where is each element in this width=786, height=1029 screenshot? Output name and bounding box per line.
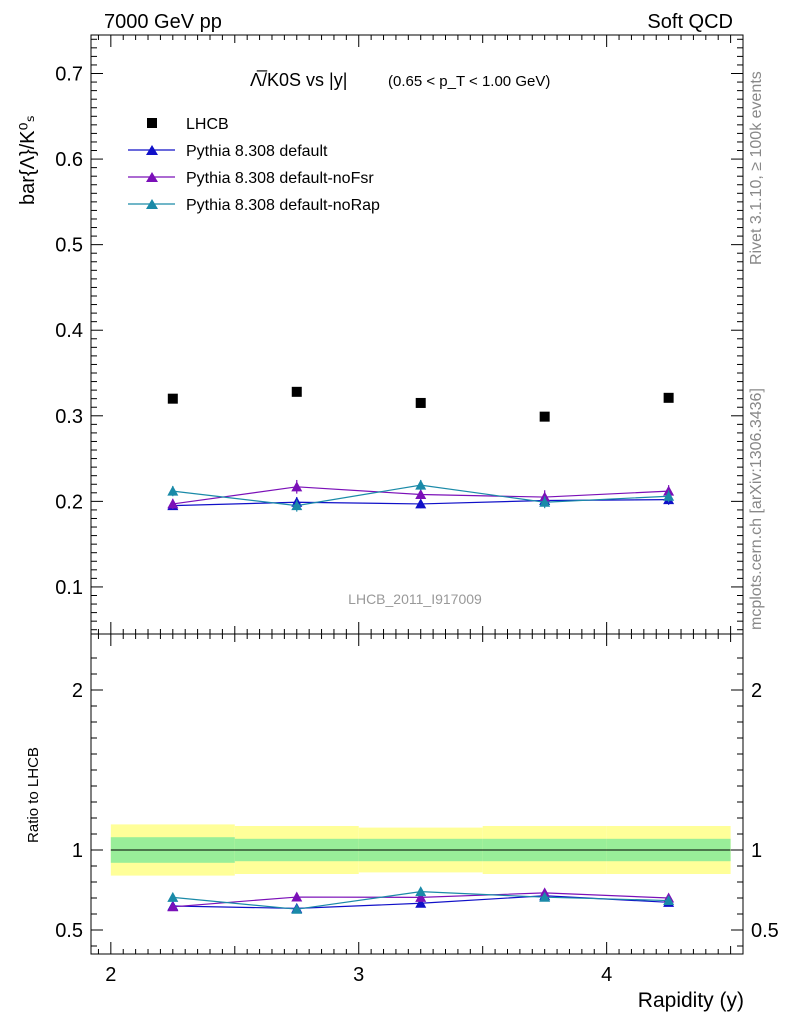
legend-label-nofsr: Pythia 8.308 default-noFsr (186, 170, 374, 187)
ratio-plot-frame (90, 633, 744, 955)
rivet-version-label: Rivet 3.1.10, ≥ 100k events (748, 71, 765, 265)
x-axis-label: Rapidity (y) (638, 989, 744, 1012)
legend-entry-lhcb: LHCB (147, 116, 229, 133)
main-series-pythia-8-308-default-norap (167, 479, 675, 512)
main-data-point (539, 411, 550, 422)
mcplots-label: mcplots.cern.ch [arXiv:1306.3436] (748, 388, 765, 630)
ratio-series-pythia-8-308-default-norap (167, 886, 675, 914)
ratio-x-tick-label: 4 (601, 964, 612, 986)
analysis-label: LHCB_2011_I917009 (348, 591, 482, 607)
main-data-point (539, 496, 551, 507)
header-right: Soft QCD (647, 11, 733, 33)
main-data-point (291, 500, 303, 511)
main-y-tick-label: 0.7 (55, 64, 83, 86)
legend-marker-norap (146, 199, 158, 209)
ratio-x-tick-label: 2 (105, 964, 116, 986)
main-data-point (415, 489, 427, 500)
ratio-data-point (539, 891, 551, 902)
ratio-y-tick-label: 1 (72, 840, 83, 862)
ratio-data-point (291, 891, 303, 902)
ratio-y-tick-label-right: 2 (751, 680, 762, 702)
main-title-text: Λ̅/K0S vs |y| (250, 70, 347, 90)
header-left: 7000 GeV pp (104, 11, 222, 33)
main-data-point (167, 498, 179, 509)
main-data-point (291, 481, 303, 492)
main-title: Λ̅/K0S vs |y| (0.65 < p_T < 1.00 GeV) (250, 70, 550, 90)
legend-entry-default: Pythia 8.308 default (128, 143, 328, 160)
ratio-data-point (663, 895, 675, 906)
main-y-axis-label: bar{Λ}/K⁰ₛ (17, 115, 39, 205)
ratio-y-axis-label: Ratio to LHCB (25, 747, 42, 843)
ratio-data-point (415, 891, 427, 902)
main-data-point (663, 392, 674, 403)
main-y-tick-label: 0.4 (55, 320, 83, 342)
ratio-y-tick-label-right: 0.5 (751, 920, 779, 942)
legend-entry-nofsr: Pythia 8.308 default-noFsr (128, 170, 374, 187)
legend-label-lhcb: LHCB (186, 116, 229, 133)
plot-marks (91, 35, 744, 954)
main-y-tick-label: 0.6 (55, 149, 83, 171)
legend-label-norap: Pythia 8.308 default-noRap (186, 197, 380, 214)
main-data-point (663, 490, 675, 501)
main-data-point (291, 386, 302, 397)
legend-marker-lhcb (147, 118, 157, 128)
legend-entry-norap: Pythia 8.308 default-noRap (128, 197, 380, 214)
main-data-point (167, 393, 178, 404)
legend-marker-default (146, 145, 158, 155)
main-series-pythia-8-308-default-nofsr (167, 479, 675, 510)
legend-label-default: Pythia 8.308 default (186, 143, 328, 160)
legend-marker-nofsr (146, 172, 158, 182)
ratio-data-point (167, 901, 179, 912)
ratio-y-tick-label: 0.5 (55, 920, 83, 942)
ratio-data-point (415, 897, 427, 908)
main-data-point (415, 498, 427, 509)
main-y-tick-label: 0.3 (55, 406, 83, 428)
main-data-point (167, 485, 179, 496)
ratio-data-point (291, 903, 303, 914)
main-y-tick-label: 0.2 (55, 491, 83, 513)
main-y-tick-label: 0.1 (55, 577, 83, 599)
main-title-subtitle: (0.65 < p_T < 1.00 GeV) (388, 73, 550, 90)
main-data-point (415, 397, 426, 408)
ratio-data-point (415, 886, 427, 897)
main-series-lhcb (167, 386, 674, 422)
ratio-y-tick-label-right: 1 (751, 840, 762, 862)
ratio-data-point (167, 891, 179, 902)
ratio-y-tick-label: 2 (72, 680, 83, 702)
ratio-x-tick-label: 3 (353, 964, 364, 986)
main-y-tick-label: 0.5 (55, 235, 83, 257)
legend: LHCB Pythia 8.308 default Pythia 8.308 d… (128, 116, 380, 214)
main-data-point (415, 479, 427, 490)
